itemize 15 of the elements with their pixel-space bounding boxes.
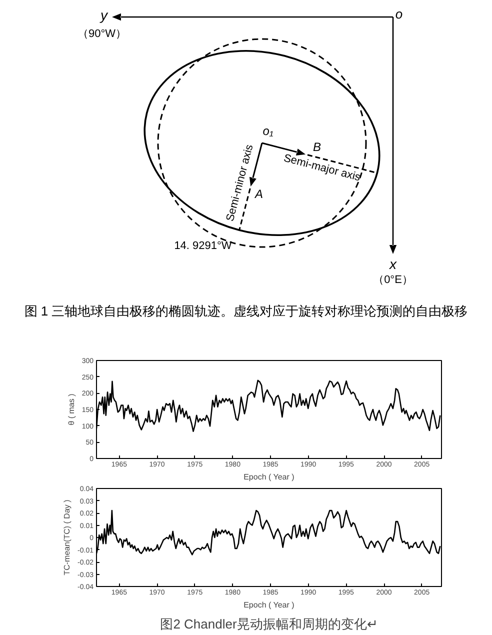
text: （0°E） (373, 274, 413, 286)
caption: 图2 Chandler晃动振幅和周期的变化↵ (160, 616, 378, 632)
text: o (395, 6, 403, 22)
text: y (100, 7, 108, 23)
text: A (254, 187, 264, 201)
text: B (312, 140, 322, 154)
text: 图 1 三轴地球自由极移的椭圆轨迹。虚线对应于旋转对称理论预测的自由极移 (24, 304, 468, 318)
y-axis-title: θ ( mas ) (66, 393, 76, 426)
x-axis-title: Epoch ( Year ) (244, 472, 295, 482)
text: o₁ (262, 124, 274, 138)
y-axis-title: TC-mean(TC) ( Day ) (62, 499, 72, 576)
text: （90°W） (77, 28, 127, 40)
x-axis-title: Epoch ( Year ) (244, 600, 295, 610)
text: 14. 9291°W (174, 240, 232, 252)
text: x (388, 256, 398, 272)
